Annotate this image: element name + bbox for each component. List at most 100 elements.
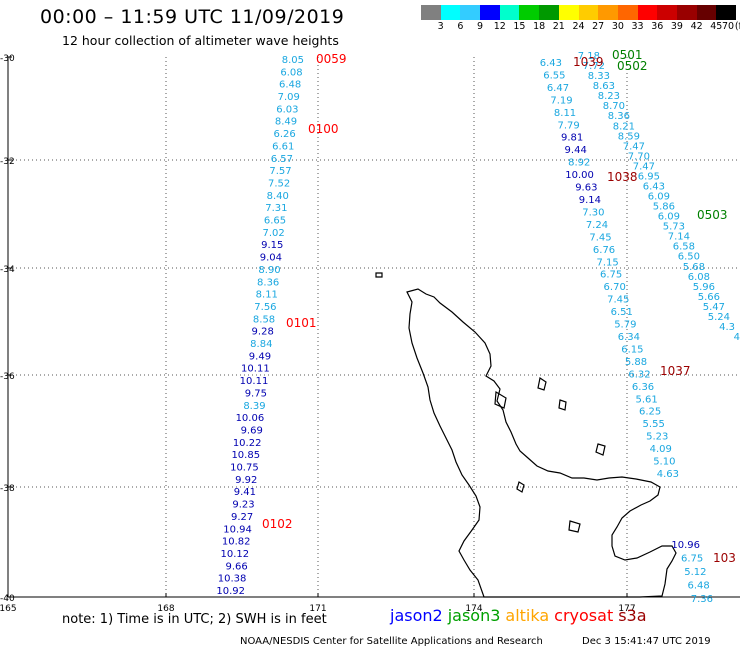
latitude-label: -34 xyxy=(0,265,15,275)
wave-height-value: 7.14 xyxy=(668,232,690,243)
wave-height-value: 7.18 xyxy=(578,51,600,62)
wave-height-value: 10.11 xyxy=(241,364,270,375)
wave-height-value: 8.40 xyxy=(267,191,289,202)
wave-height-value: 7.15 xyxy=(596,257,618,268)
pass-time-label: 0100 xyxy=(308,122,339,136)
wave-height-value: 7.47 xyxy=(623,141,645,152)
wave-height-value: 6.58 xyxy=(673,242,695,253)
page-title: 00:00 – 11:59 UTC 11/09/2019 xyxy=(40,6,345,28)
wave-height-value: 8.05 xyxy=(282,55,304,66)
scale-unit-label: (ft) xyxy=(734,21,740,32)
wave-height-value: 5.66 xyxy=(698,292,720,303)
wave-height-value: 7.57 xyxy=(269,166,291,177)
wave-height-value: 9.81 xyxy=(561,133,583,144)
new-zealand-coastline xyxy=(375,272,677,598)
credit-date: Dec 3 15:41:47 UTC 2019 xyxy=(582,636,711,647)
wave-height-value: 7.52 xyxy=(268,178,290,189)
wave-height-value: 4.09 xyxy=(650,444,672,455)
pass-time-label: 0502 xyxy=(617,59,648,73)
scale-tick-label: 9 xyxy=(477,21,484,32)
wave-height-value: 7.79 xyxy=(557,120,579,131)
longitude-label: 165 xyxy=(0,604,17,614)
pass-time-label: 1038 xyxy=(607,170,638,184)
wave-height-value: 6.43 xyxy=(540,58,562,69)
scale-tick-label: 30 xyxy=(611,21,624,32)
scale-swatch xyxy=(499,5,520,20)
pass-time-label: 0059 xyxy=(316,52,347,66)
pass-time-label: 0503 xyxy=(697,208,728,222)
wave-height-value: 10.75 xyxy=(230,463,259,474)
wave-height-value: 8.49 xyxy=(275,117,297,128)
wave-height-value: 9.49 xyxy=(249,351,271,362)
wave-height-value: 7.24 xyxy=(586,220,608,231)
longitude-label: 171 xyxy=(309,604,326,614)
wave-height-value: 4.63 xyxy=(657,469,679,480)
wave-height-value: 9.04 xyxy=(260,253,282,264)
wave-height-value: 7.45 xyxy=(589,232,611,243)
coastal-island xyxy=(494,390,507,409)
coastal-island xyxy=(375,272,383,278)
footer-note: note: 1) Time is in UTC; 2) SWH is in fe… xyxy=(62,612,327,627)
wave-height-value: 5.73 xyxy=(663,222,685,233)
wave-height-value: 5.68 xyxy=(683,262,705,273)
wave-height-value: 8.84 xyxy=(250,339,272,350)
wave-height-value: 8.59 xyxy=(618,131,640,142)
scale-swatch xyxy=(480,5,500,20)
north-island-outline xyxy=(406,288,677,598)
wave-height-value: 6.09 xyxy=(648,192,670,203)
wave-height-value: 10.94 xyxy=(223,524,252,535)
wave-height-value: 6.75 xyxy=(600,270,622,281)
wave-height-value: 9.66 xyxy=(225,561,247,572)
wave-height-value: 6.15 xyxy=(621,344,643,355)
wave-height-value: 7.56 xyxy=(254,302,276,313)
wave-height-value: 6.65 xyxy=(264,216,286,227)
wave-height-value: 5.10 xyxy=(653,457,675,468)
wave-height-value: 6.43 xyxy=(643,181,665,192)
wave-height-value: 6.47 xyxy=(547,83,569,94)
scale-tick-label: 15 xyxy=(513,21,526,32)
wave-height-value: 8.11 xyxy=(256,290,278,301)
scale-swatch xyxy=(657,5,677,20)
wave-height-value: 6.26 xyxy=(274,129,296,140)
wave-height-value: 10.06 xyxy=(236,413,265,424)
wave-height-value: 6.25 xyxy=(639,407,661,418)
scale-tick-label: 3 xyxy=(437,21,444,32)
wave-height-value: 6.03 xyxy=(276,104,298,115)
wave-height-value: 6.70 xyxy=(604,282,626,293)
wave-height-value: 10.96 xyxy=(671,540,700,551)
legend-item-jason3: jason3 xyxy=(447,606,501,625)
wave-height-value: 10.92 xyxy=(216,586,245,597)
longitude-label: 168 xyxy=(157,604,174,614)
legend-item-jason2: jason2 xyxy=(390,606,443,625)
scale-tick-label: 6 xyxy=(457,21,464,32)
wave-height-value: 8.39 xyxy=(243,401,265,412)
wave-height-value: 6.57 xyxy=(271,154,293,165)
legend-item-s3a: s3a xyxy=(618,606,647,625)
scale-tick-label: 39 xyxy=(670,21,683,32)
satellite-legend: jason2 jason3 altika cryosat s3a xyxy=(390,606,652,625)
scale-swatch xyxy=(696,5,717,20)
longitude-label: 177 xyxy=(618,604,635,614)
wave-height-value: 8.90 xyxy=(258,265,280,276)
wave-height-value: 8.92 xyxy=(568,158,590,169)
wave-height-value: 8.63 xyxy=(593,81,615,92)
wave-height-value: 9.44 xyxy=(565,145,587,156)
scale-tick-label: 70 xyxy=(721,21,735,32)
wave-height-value: 8.11 xyxy=(554,108,576,119)
scale-tick-label: 18 xyxy=(533,21,546,32)
scale-swatch xyxy=(460,5,481,20)
scale-swatch xyxy=(519,5,540,20)
wave-height-value: 4.3 xyxy=(719,322,735,333)
wave-height-value: 7.36 xyxy=(691,594,713,605)
wave-height-value: 8.58 xyxy=(253,314,275,325)
scale-tick-label: 21 xyxy=(552,21,565,32)
latitude-label: -36 xyxy=(0,372,15,382)
wave-height-value: 5.12 xyxy=(684,567,706,578)
scale-swatch xyxy=(558,5,579,20)
wave-height-value: 9.41 xyxy=(234,487,256,498)
wave-height-value: 10.82 xyxy=(222,537,251,548)
coastal-island xyxy=(558,399,567,411)
latitude-label: -30 xyxy=(0,54,15,64)
latitude-label: -38 xyxy=(0,484,15,494)
